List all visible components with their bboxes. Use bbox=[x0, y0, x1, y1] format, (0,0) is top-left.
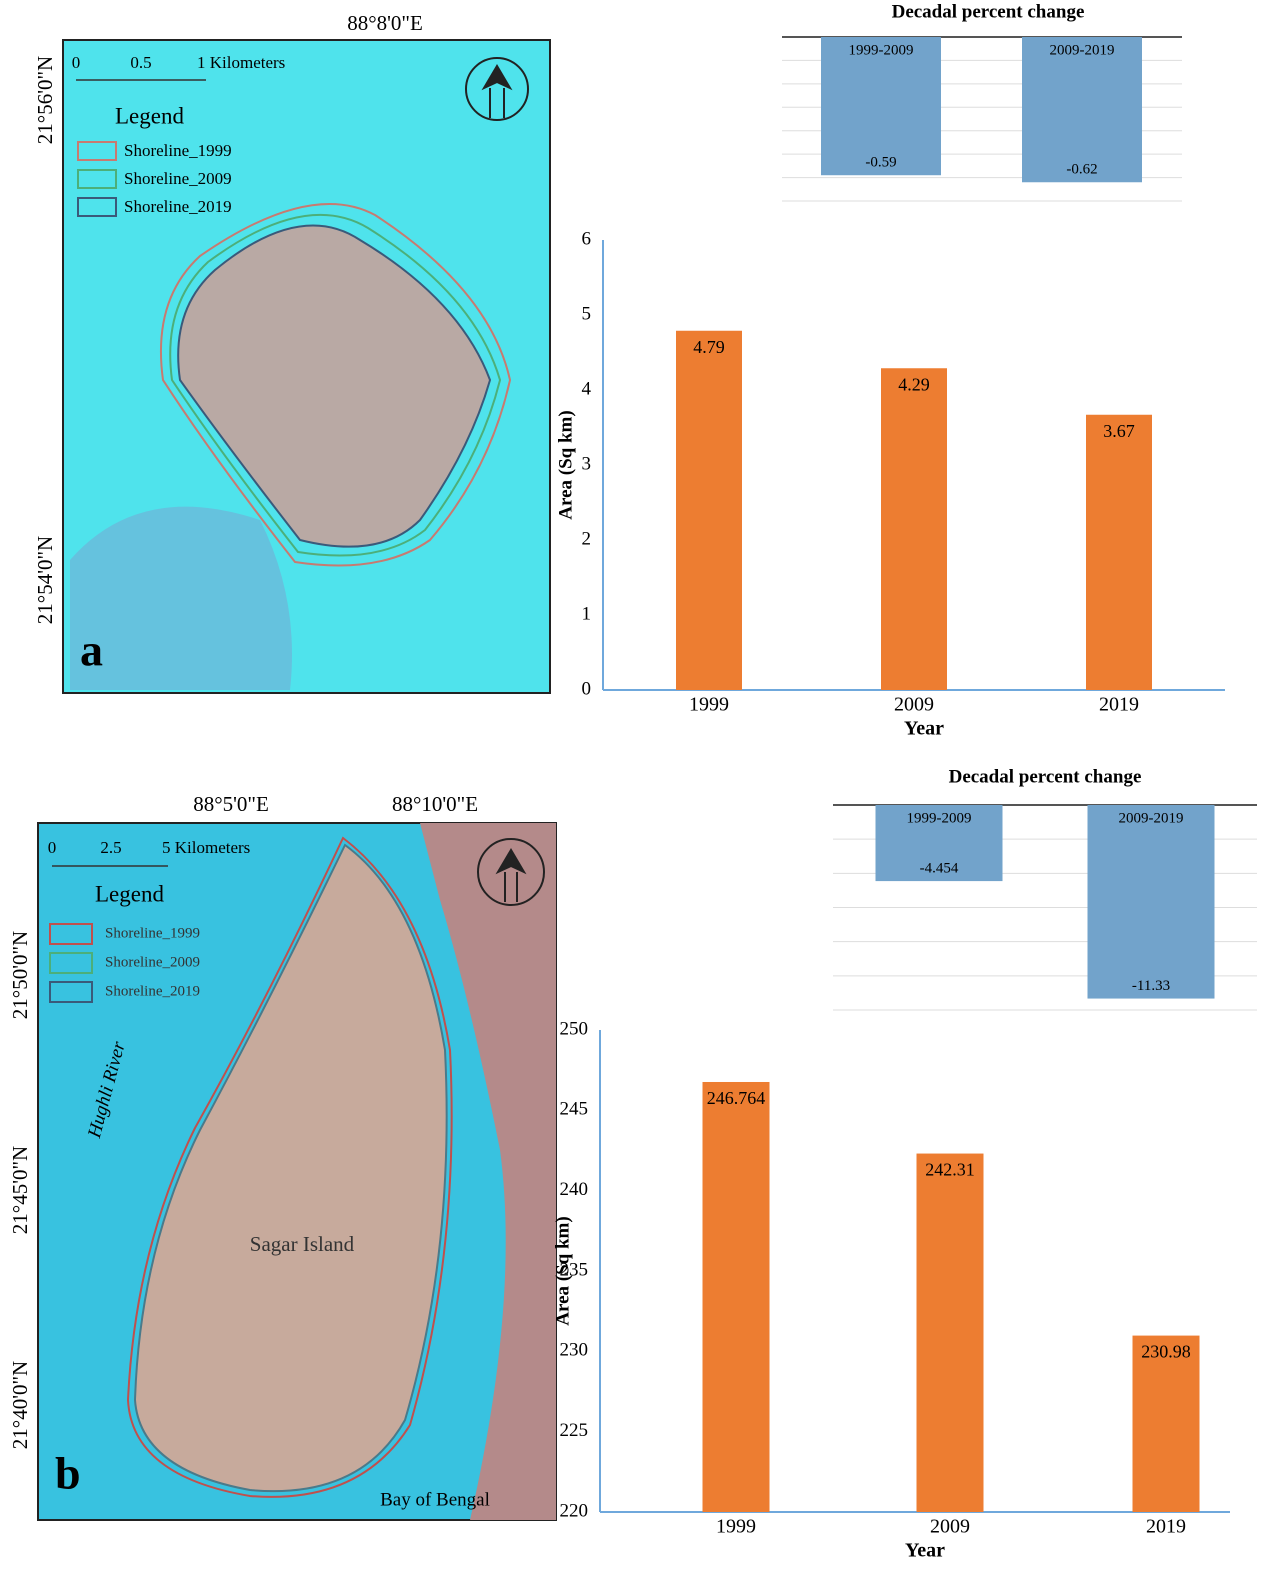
bar bbox=[1133, 1336, 1200, 1512]
legend-title: Legend bbox=[95, 881, 164, 906]
value-label: 3.67 bbox=[1103, 421, 1135, 441]
scale-label: 0.5 bbox=[130, 53, 151, 72]
value-label: 4.79 bbox=[693, 337, 725, 357]
x-tick-label: 2009 bbox=[930, 1516, 970, 1538]
legend-label: Shoreline_1999 bbox=[124, 141, 232, 160]
x-tick-label: 2019 bbox=[1146, 1516, 1186, 1538]
y-tick-label: 230 bbox=[560, 1340, 589, 1361]
chart-title: Decadal percent change bbox=[892, 1, 1085, 22]
y-tick-label: 220 bbox=[560, 1500, 589, 1521]
y-axis-title: Area (Sq km) bbox=[555, 410, 576, 519]
value-label: -4.454 bbox=[920, 861, 959, 877]
value-label: -0.59 bbox=[865, 155, 896, 171]
panel-label: b bbox=[55, 1448, 81, 1499]
value-label: -11.33 bbox=[1132, 978, 1170, 994]
legend-label: Shoreline_2009 bbox=[124, 169, 232, 188]
map-b: 0 2.5 5 Kilometers Legend Shoreline_1999… bbox=[8, 792, 556, 1520]
map-label: Bay of Bengal bbox=[380, 1489, 490, 1510]
scale-label: 0 bbox=[48, 838, 57, 857]
longitude-label: 88°5'0"E bbox=[193, 792, 269, 816]
longitude-label: 88°10'0"E bbox=[392, 792, 478, 816]
panel-label: a bbox=[80, 625, 103, 676]
map-label: Sagar Island bbox=[250, 1232, 355, 1256]
category-label: 2009-2019 bbox=[1050, 42, 1115, 58]
longitude-label: 88°8'0"E bbox=[347, 11, 423, 35]
legend-label: Shoreline_1999 bbox=[105, 925, 200, 941]
latitude-label: 21°40'0"N bbox=[8, 1361, 32, 1449]
x-axis-title: Year bbox=[905, 1540, 945, 1562]
y-tick-label: 245 bbox=[560, 1099, 589, 1120]
latitude-label: 21°50'0"N bbox=[8, 931, 32, 1019]
bar bbox=[676, 331, 742, 690]
bar bbox=[1022, 37, 1142, 182]
y-tick-label: 0 bbox=[582, 678, 592, 699]
bar bbox=[1086, 415, 1152, 690]
bar bbox=[881, 368, 947, 690]
scale-label: 5 Kilometers bbox=[162, 838, 250, 857]
value-label: 242.31 bbox=[925, 1160, 975, 1180]
x-tick-label: 2009 bbox=[894, 694, 934, 716]
y-tick-label: 2 bbox=[582, 528, 592, 549]
bar bbox=[1088, 805, 1215, 999]
y-tick-label: 225 bbox=[560, 1420, 589, 1441]
x-tick-label: 2019 bbox=[1099, 694, 1139, 716]
legend-label: Shoreline_2009 bbox=[105, 954, 200, 970]
value-label: 230.98 bbox=[1141, 1342, 1191, 1362]
y-tick-label: 240 bbox=[560, 1179, 589, 1200]
y-tick-label: 6 bbox=[582, 228, 592, 249]
shoal bbox=[70, 507, 292, 690]
page: {"chart_data": [ {"type": "bar", "title"… bbox=[0, 0, 1285, 1581]
x-tick-label: 1999 bbox=[716, 1516, 756, 1538]
y-tick-label: 5 bbox=[582, 303, 592, 324]
latitude-label: 21°54'0"N bbox=[33, 536, 57, 624]
y-tick-label: 3 bbox=[582, 453, 592, 474]
category-label: 1999-2009 bbox=[907, 810, 972, 826]
y-tick-label: 250 bbox=[560, 1018, 589, 1039]
x-axis-title: Year bbox=[904, 718, 944, 740]
value-label: 246.764 bbox=[707, 1088, 766, 1108]
category-label: 1999-2009 bbox=[849, 42, 914, 58]
scale-label: 0 bbox=[72, 53, 81, 72]
latitude-label: 21°45'0"N bbox=[8, 1146, 32, 1234]
chart-title: Decadal percent change bbox=[949, 766, 1142, 787]
category-label: 2009-2019 bbox=[1119, 810, 1184, 826]
legend-label: Shoreline_2019 bbox=[105, 983, 200, 999]
value-label: 4.29 bbox=[898, 374, 930, 394]
y-axis-title: Area (Sq km) bbox=[552, 1216, 573, 1325]
x-tick-label: 1999 bbox=[689, 694, 729, 716]
legend-title: Legend bbox=[115, 103, 184, 128]
legend-label: Shoreline_2019 bbox=[124, 197, 232, 216]
bar bbox=[917, 1154, 984, 1512]
latitude-label: 21°56'0"N bbox=[33, 56, 57, 144]
value-label: -0.62 bbox=[1066, 162, 1097, 178]
bar bbox=[703, 1082, 770, 1512]
scale-label: 2.5 bbox=[100, 838, 121, 857]
y-tick-label: 4 bbox=[582, 378, 592, 399]
y-tick-label: 1 bbox=[582, 603, 592, 624]
scale-label: 1 Kilometers bbox=[197, 53, 285, 72]
map-a: 0 0.5 1 Kilometers Legend Shoreline_1999… bbox=[33, 11, 550, 693]
figure: 0 0.5 1 Kilometers Legend Shoreline_1999… bbox=[0, 0, 1285, 1581]
